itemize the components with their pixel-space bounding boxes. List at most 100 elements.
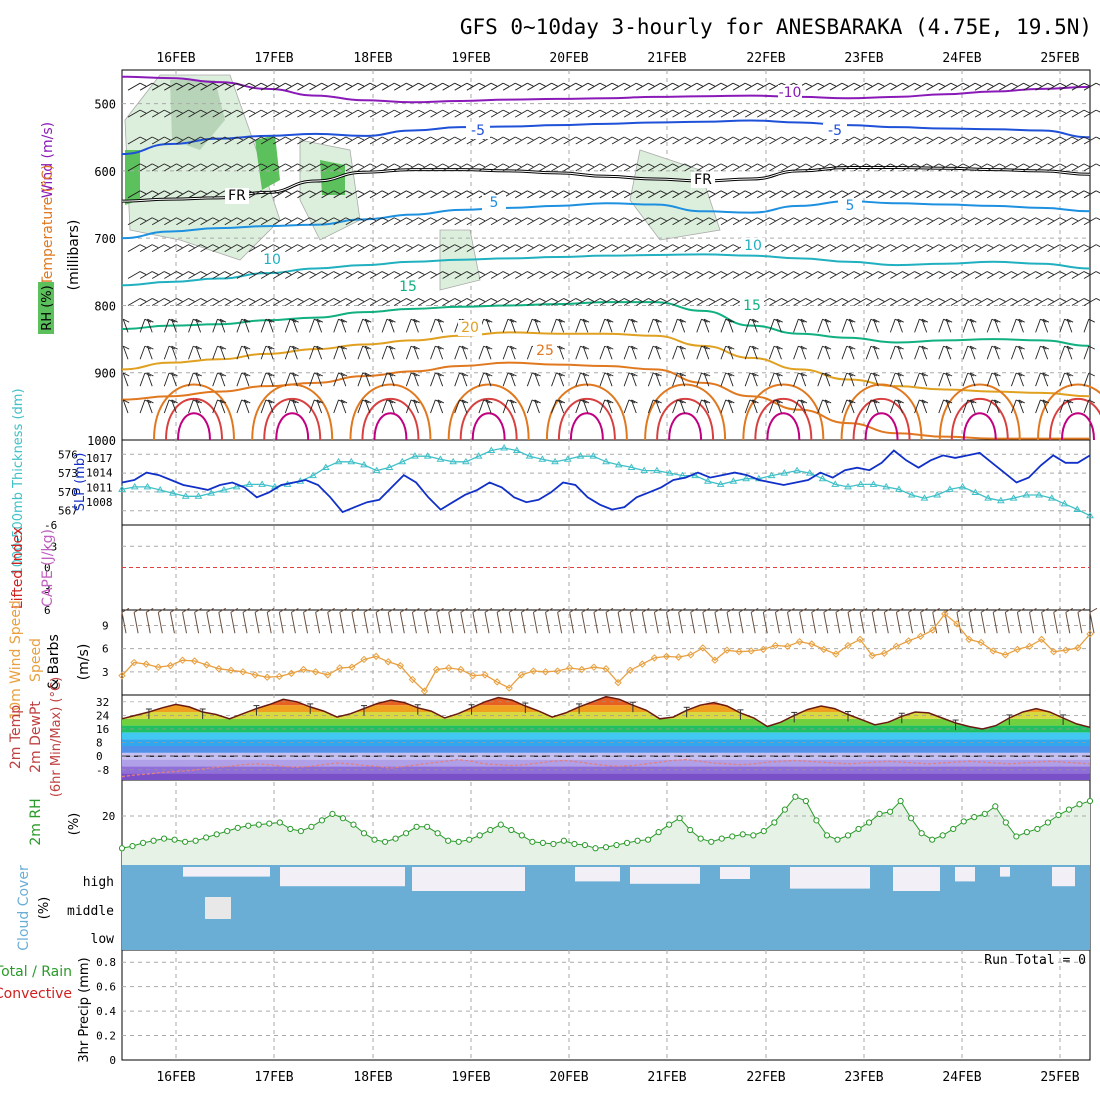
- thickness-point: [1047, 494, 1056, 501]
- wind-barb-flag: [147, 399, 154, 404]
- wind-barb: [188, 163, 201, 172]
- wind-barb: [212, 190, 226, 199]
- wind-barb: [551, 109, 564, 118]
- surface-wind-barb: [532, 612, 538, 634]
- rh-point: [655, 829, 662, 836]
- wind-barb: [437, 372, 444, 387]
- wind-barb-flag: [454, 244, 461, 249]
- thickness-point: [844, 482, 852, 490]
- wind-barb-flag: [219, 318, 227, 323]
- wind-barb: [539, 298, 552, 306]
- wind-barb-flag: [841, 271, 849, 275]
- wind-barb: [188, 136, 201, 145]
- wind-barb-flag: [490, 82, 498, 87]
- wind-barb-flag: [757, 217, 764, 222]
- wind-barb: [648, 271, 661, 279]
- wind-barb: [623, 372, 630, 387]
- wind-barb: [563, 217, 576, 226]
- surface-wind-barb: [133, 612, 139, 634]
- wind-barb: [793, 399, 799, 414]
- temp-tick-label: 16: [96, 723, 109, 736]
- wind-barb-flag: [309, 136, 316, 141]
- wind-barb-flag: [285, 82, 292, 87]
- wind-barb-flag: [599, 271, 607, 275]
- wind-barb: [321, 244, 334, 253]
- isotherm-label: 5: [490, 195, 499, 211]
- wind-barb: [623, 345, 630, 360]
- wind-speed-point: [977, 638, 985, 647]
- upper-ylabel-rh: RH (%): [40, 285, 55, 330]
- wind-barb-flag: [817, 136, 824, 141]
- wind-barb: [122, 319, 129, 333]
- wind-barb-flag: [679, 372, 687, 377]
- surface-heating-contour: [766, 412, 801, 441]
- wind-barb: [539, 163, 552, 172]
- wind-barb: [986, 244, 1000, 253]
- thickness-point: [869, 480, 878, 487]
- wind-barb-flag: [575, 82, 582, 87]
- wind-barb-flag: [720, 244, 728, 249]
- wind-barb: [575, 136, 589, 145]
- wind-barb: [285, 298, 298, 306]
- wind-barb-flag: [631, 318, 638, 323]
- wind-barb-flag: [340, 399, 348, 404]
- wind-barb: [1035, 109, 1048, 118]
- wind-barb: [127, 244, 141, 253]
- rh-point: [708, 838, 715, 845]
- wind-barb-flag: [188, 190, 195, 195]
- wind-barb-flag: [728, 372, 735, 377]
- wind-barb-flag: [599, 82, 607, 87]
- wind-barb: [369, 82, 383, 91]
- wind-barb: [188, 298, 201, 306]
- wind-barb-flag: [672, 136, 679, 141]
- wind-barb: [1042, 372, 1049, 387]
- wind-barb: [442, 190, 455, 199]
- wind-barb: [732, 271, 746, 279]
- wind-barb-flag: [248, 244, 256, 249]
- wind-barb-flag: [1047, 82, 1054, 87]
- surface-wind-barb: [508, 612, 514, 634]
- wind-barb: [212, 298, 226, 306]
- wind-barb: [268, 319, 274, 333]
- thickness-point: [372, 466, 381, 474]
- wind-barb-flag: [878, 82, 885, 87]
- wind-barb-flag: [599, 217, 607, 222]
- wind-barb: [793, 190, 806, 199]
- wind-barb: [224, 163, 238, 172]
- wind-barb-flag: [800, 372, 808, 377]
- thickness-point: [1060, 499, 1069, 507]
- wind-barb: [454, 372, 460, 387]
- wind-barb-flag: [551, 298, 558, 302]
- wind-barb-flag: [599, 298, 607, 302]
- thickness-point: [347, 457, 356, 465]
- surface-wind-barb-flag: [1065, 607, 1074, 613]
- wind-barb-flag: [394, 298, 401, 302]
- wind-barb: [582, 319, 589, 333]
- surface-heating-contour: [1037, 383, 1100, 441]
- wind-barb: [1083, 82, 1097, 91]
- wind-barb: [466, 163, 480, 172]
- wind-speed-point: [965, 635, 973, 644]
- thickness-point: [1073, 505, 1082, 512]
- wind-barb-flag: [987, 244, 994, 249]
- wind-barb-flag: [244, 318, 251, 323]
- wind-barb: [340, 345, 347, 360]
- wind-barb-flag: [1011, 163, 1018, 168]
- wind-barb: [212, 399, 218, 414]
- wind-barb-flag: [413, 399, 420, 404]
- wind-barb: [405, 399, 412, 414]
- wind-barb-flag: [878, 244, 885, 249]
- wind-barb-flag: [950, 298, 958, 302]
- wind-barb-flag: [611, 271, 619, 275]
- wind-barb-flag: [575, 136, 582, 141]
- wind-barb: [902, 244, 915, 253]
- wind-barb-flag: [212, 217, 219, 222]
- surface-wind-barb: [738, 612, 744, 634]
- surface-wind-barb-flag: [230, 607, 239, 613]
- wind-barb: [1047, 109, 1061, 118]
- wind-barb-flag: [139, 163, 147, 168]
- wind-barb-flag: [268, 372, 275, 377]
- wind-barb: [309, 298, 322, 306]
- wind-barb: [623, 163, 637, 172]
- wind-barb-flag: [914, 82, 921, 87]
